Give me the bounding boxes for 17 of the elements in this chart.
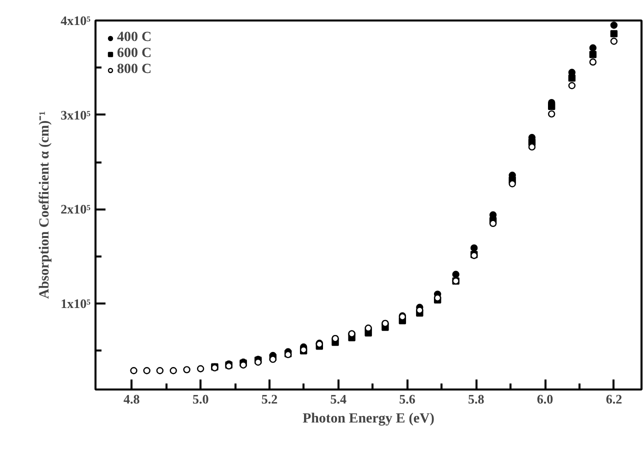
x-tick-label: 5.6: [399, 392, 416, 406]
y-tick-label: 2x10⁵: [60, 202, 91, 217]
x-tick-label: 5.8: [468, 392, 485, 406]
legend-label: 800 C: [117, 62, 152, 78]
x-tick-label: 6.0: [536, 392, 554, 406]
y-tick-label: 4x10⁵: [60, 13, 91, 28]
x-tick-label: 6.2: [606, 392, 622, 406]
legend-label: 400 C: [117, 30, 152, 46]
x-axis-title: Photon Energy E (eV): [302, 412, 435, 426]
x-tick-label: 4.8: [124, 392, 140, 406]
legend-label: 600 C: [117, 46, 152, 62]
y-tick-label: 1x10⁵: [60, 296, 91, 312]
x-tick-label: 5.4: [330, 392, 347, 406]
x-tick-label: 5.2: [261, 392, 278, 406]
y-axis-title: Absorption Coefficient α (cm)⁻¹: [38, 111, 53, 299]
x-tick-label: 5.0: [192, 392, 209, 406]
y-tick-label: 3x10⁵: [60, 107, 91, 122]
